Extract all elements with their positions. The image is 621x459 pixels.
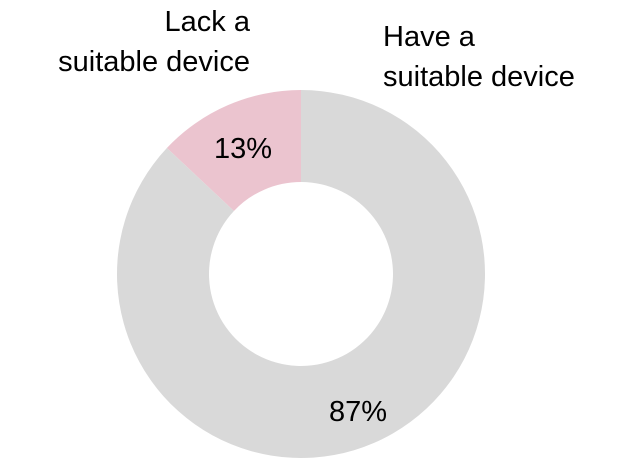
category-label-have-device: Have a suitable device [383,17,575,97]
category-label-have-line-1: Have a [383,21,475,53]
category-label-have-line-2: suitable device [383,61,575,93]
donut-slices [116,90,485,459]
donut-slice-lack-device [166,90,301,212]
slice-value-label-have: 87% [329,396,387,428]
category-label-lack-line-1: Lack a [164,6,250,38]
slice-value-label-lack: 13% [214,133,272,165]
category-label-lack-device: Lack a suitable device [58,2,250,82]
donut-slice-have-device [116,90,485,459]
category-label-lack-line-2: suitable device [58,46,250,78]
